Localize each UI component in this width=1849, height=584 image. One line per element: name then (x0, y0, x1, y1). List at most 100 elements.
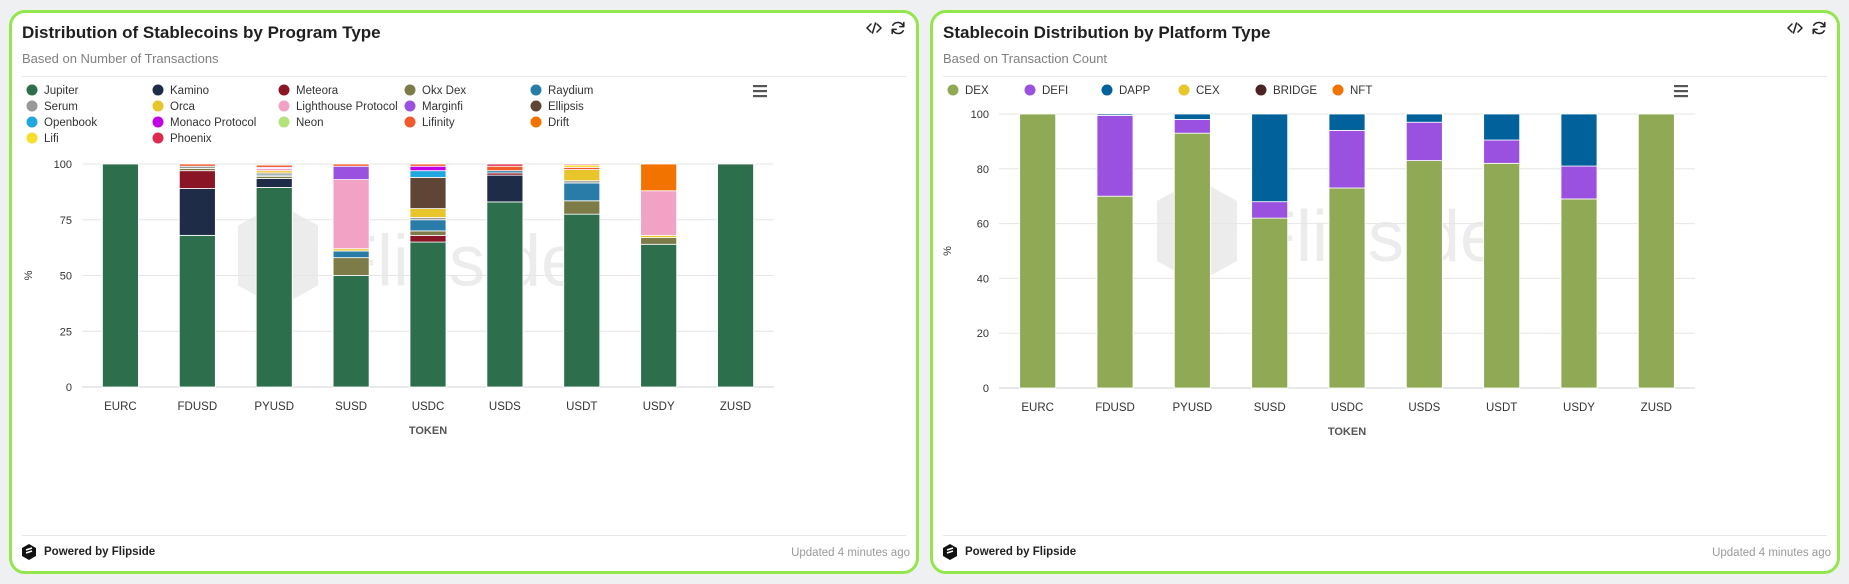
bar-segment-orca[interactable] (409, 208, 447, 218)
legend-item-jupiter[interactable]: Jupiter (26, 84, 79, 98)
bar-segment-meteora[interactable] (409, 234, 447, 243)
legend-item-serum[interactable]: Serum (26, 100, 78, 114)
legend-item-openbook[interactable]: Openbook (26, 116, 98, 130)
bar-segment-jupiter[interactable] (332, 275, 370, 388)
legend-item-bridge[interactable]: BRIDGE (1255, 84, 1318, 98)
bar-stack-eurc[interactable] (1019, 113, 1057, 389)
bar-segment-jupiter[interactable] (255, 187, 293, 388)
bar-segment-dex[interactable] (1251, 217, 1289, 389)
legend-item-drift[interactable]: Drift (530, 116, 570, 130)
bar-segment-monaco-protocol[interactable] (409, 165, 447, 172)
bar-segment-okx-dex[interactable] (409, 230, 447, 236)
bar-segment-defi[interactable] (1328, 130, 1366, 189)
bar-stack-pyusd[interactable] (255, 164, 293, 388)
bar-stack-usdy[interactable] (1560, 113, 1598, 389)
bar-stack-zusd[interactable] (1637, 113, 1675, 389)
bar-segment-openbook[interactable] (409, 170, 447, 178)
bar-segment-dex[interactable] (1405, 160, 1443, 389)
bar-segment-dex[interactable] (1328, 187, 1366, 389)
legend-item-okx-dex[interactable]: Okx Dex (404, 84, 467, 98)
bar-segment-kamino[interactable] (255, 178, 293, 188)
legend-item-meteora[interactable]: Meteora (278, 84, 339, 98)
bar-stack-fdusd[interactable] (178, 163, 216, 388)
bar-stack-susd[interactable] (332, 163, 370, 388)
bar-segment-defi[interactable] (1096, 114, 1134, 197)
bar-stack-usds[interactable] (1405, 113, 1443, 389)
bar-segment-jupiter[interactable] (102, 163, 139, 388)
bar-segment-dex[interactable] (1483, 162, 1521, 389)
bar-segment-ellipsis[interactable] (409, 176, 447, 209)
legend-item-monaco-protocol[interactable]: Monaco Protocol (152, 116, 257, 130)
legend-item-defi[interactable]: DEFI (1024, 84, 1069, 98)
bar-segment-kamino[interactable] (486, 174, 524, 203)
bar-segment-dapp[interactable] (1483, 113, 1521, 141)
bar-segment-jupiter[interactable] (409, 241, 447, 388)
legend-item-nft[interactable]: NFT (1332, 84, 1373, 98)
bar-segment-raydium[interactable] (332, 250, 370, 259)
bar-segment-dapp[interactable] (1173, 113, 1211, 120)
bar-segment-kamino[interactable] (178, 188, 216, 236)
bar-segment-lifinity[interactable] (409, 163, 447, 167)
bar-segment-dex[interactable] (1096, 195, 1134, 389)
bar-segment-jupiter[interactable] (486, 201, 524, 388)
bar-segment-dapp[interactable] (1096, 113, 1134, 116)
legend-item-lighthouse-protocol[interactable]: Lighthouse Protocol (278, 100, 398, 114)
bar-segment-phoenix[interactable] (486, 163, 524, 167)
legend-item-lifinity[interactable]: Lifinity (404, 116, 455, 130)
bar-segment-jupiter[interactable] (563, 213, 601, 388)
bar-segment-defi[interactable] (1483, 139, 1521, 164)
bar-segment-defi[interactable] (1251, 201, 1289, 219)
bar-segment-jupiter[interactable] (178, 234, 216, 388)
legend-item-dapp[interactable]: DAPP (1101, 84, 1151, 98)
bar-stack-usdt[interactable] (563, 163, 601, 388)
bar-segment-okx-dex[interactable] (563, 200, 601, 215)
bar-segment-raydium[interactable] (409, 219, 447, 232)
bar-segment-defi[interactable] (1405, 121, 1443, 161)
legend-item-orca[interactable]: Orca (152, 100, 196, 114)
bar-segment-dapp[interactable] (1405, 113, 1443, 123)
legend-item-phoenix[interactable]: Phoenix (152, 132, 212, 146)
bar-stack-eurc[interactable] (102, 163, 139, 388)
bar-segment-dapp[interactable] (1560, 113, 1598, 167)
bar-segment-lighthouse-protocol[interactable] (640, 190, 678, 236)
powered-by[interactable]: Powered by Flipside (20, 543, 155, 561)
bar-segment-lifinity[interactable] (255, 164, 293, 168)
bar-stack-usdy[interactable] (640, 163, 678, 388)
bar-stack-fdusd[interactable] (1096, 113, 1134, 389)
embed-code-icon[interactable] (1787, 20, 1803, 36)
bar-stack-zusd[interactable] (717, 163, 754, 388)
powered-by[interactable]: Powered by Flipside (941, 543, 1076, 561)
legend-item-neon[interactable]: Neon (278, 116, 324, 130)
bar-segment-jupiter[interactable] (640, 243, 678, 388)
bar-segment-dex[interactable] (1019, 113, 1057, 389)
bar-segment-okx-dex[interactable] (640, 237, 678, 245)
legend-item-dex[interactable]: DEX (947, 84, 989, 98)
bar-segment-phoenix[interactable] (563, 163, 601, 166)
bar-segment-dex[interactable] (1560, 198, 1598, 389)
bar-segment-dex[interactable] (1637, 113, 1675, 389)
refresh-icon[interactable] (1811, 20, 1827, 36)
bar-segment-marginfi[interactable] (332, 165, 370, 181)
bar-segment-dapp[interactable] (1328, 113, 1366, 131)
bar-segment-lifinity[interactable] (332, 163, 370, 167)
bar-segment-defi[interactable] (1173, 119, 1211, 134)
chart-menu-icon[interactable] (751, 83, 769, 99)
bar-segment-okx-dex[interactable] (332, 257, 370, 276)
bar-stack-pyusd[interactable] (1173, 113, 1211, 389)
legend-item-marginfi[interactable]: Marginfi (404, 100, 463, 114)
bar-segment-orca[interactable] (563, 169, 601, 182)
bar-stack-susd[interactable] (1251, 113, 1289, 389)
bar-segment-dapp[interactable] (1251, 113, 1289, 203)
legend-item-kamino[interactable]: Kamino (152, 84, 210, 98)
bar-segment-lifinity[interactable] (486, 165, 524, 172)
chart-menu-icon[interactable] (1672, 83, 1690, 99)
bar-stack-usdc[interactable] (409, 163, 447, 388)
legend-item-ellipsis[interactable]: Ellipsis (530, 100, 585, 114)
legend-item-raydium[interactable]: Raydium (530, 84, 594, 98)
embed-code-icon[interactable] (866, 20, 882, 36)
bar-stack-usds[interactable] (486, 163, 524, 388)
bar-segment-drift[interactable] (640, 163, 678, 192)
bar-segment-dex[interactable] (1173, 132, 1211, 389)
bar-segment-jupiter[interactable] (717, 163, 754, 388)
legend-item-cex[interactable]: CEX (1178, 84, 1220, 98)
